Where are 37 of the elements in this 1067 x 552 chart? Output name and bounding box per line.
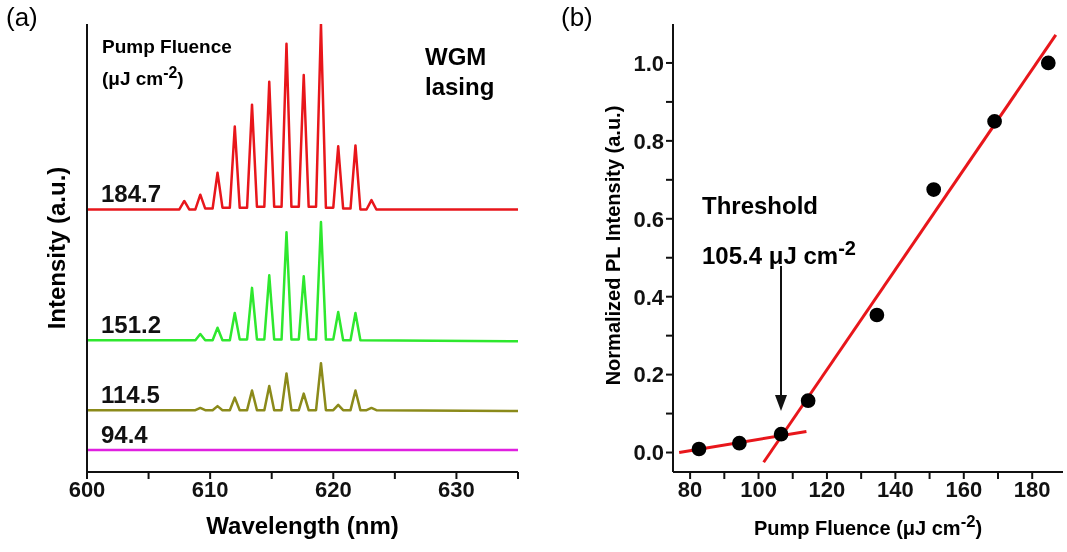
y-tick-label: 0.6 <box>633 206 664 232</box>
y-tick-label: 1.0 <box>633 50 664 76</box>
y-tick-label: 0.4 <box>633 284 665 310</box>
x-tick-label: 630 <box>438 476 475 502</box>
x-tick-label: 610 <box>191 476 229 502</box>
annotation: Threshold 105.4 μJ cm$^{-2}$ <box>702 191 857 271</box>
y-axis-title: Intensity (a.u.) <box>43 165 71 332</box>
x-tick-label: 600 <box>68 476 106 502</box>
series-label: 94.4 <box>101 421 149 449</box>
x-tick-label: 140 <box>877 476 914 502</box>
chart-title: (a) <box>6 2 38 33</box>
chart-title: (b) <box>561 2 593 33</box>
series-label: 184.7 <box>101 180 162 208</box>
series-label: 114.5 <box>101 381 160 409</box>
annotation: WGM lasing <box>425 42 496 102</box>
y-axis-title: Normalized PL Intensity (a.u.) <box>601 104 625 388</box>
point <box>987 114 1002 129</box>
x-tick-label: 120 <box>808 476 846 502</box>
x-tick-label: 160 <box>945 476 983 502</box>
point <box>732 435 747 451</box>
x-axis-title: Wavelength (nm) <box>205 512 400 540</box>
x-axis-title: Pump Fluence (μJ cm$^{-2}$) <box>752 512 984 540</box>
y-tick-label: 0.0 <box>633 440 664 466</box>
point <box>926 182 942 197</box>
point <box>1040 55 1056 71</box>
point <box>869 307 885 323</box>
y-tick-label: 0.8 <box>633 128 664 154</box>
point <box>800 393 816 409</box>
point <box>773 426 789 442</box>
x-tick-label: 620 <box>314 476 352 502</box>
series-label: 151.2 <box>101 311 162 339</box>
legend-title: Pump Fluence (μJ cm$^{-2}$) <box>102 35 233 92</box>
x-tick-label: 180 <box>1013 476 1051 502</box>
x-tick-label: 100 <box>740 476 777 502</box>
x-tick-label: 80 <box>677 476 703 502</box>
point <box>691 441 707 457</box>
y-tick-label: 0.2 <box>633 362 664 388</box>
